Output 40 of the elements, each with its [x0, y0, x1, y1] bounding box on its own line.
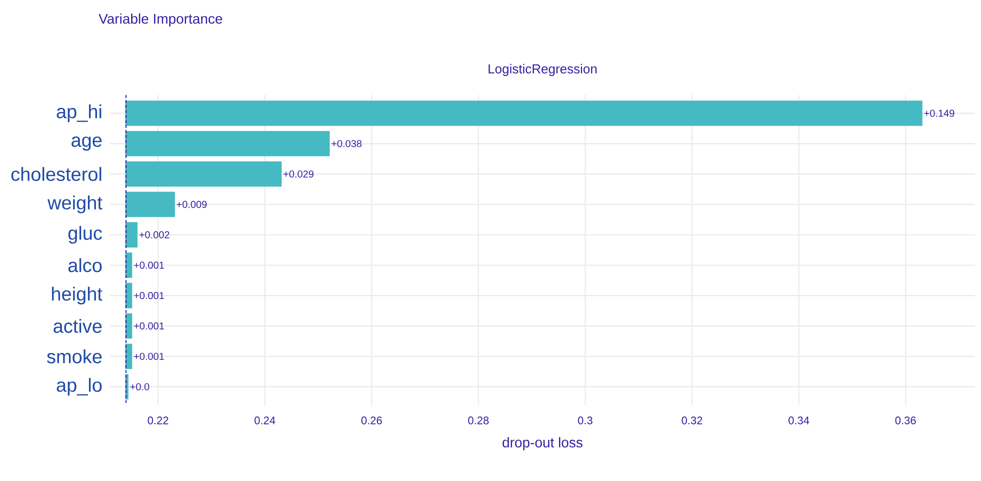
data-label: +0.029: [284, 170, 314, 178]
y-tick-label: cholesterol: [11, 167, 102, 181]
x-tick-label: 0.34: [788, 416, 810, 424]
y-tick-label: smoke: [47, 349, 102, 364]
bar: [125, 313, 132, 339]
data-label: +0.009: [176, 200, 207, 208]
data-label: +0.001: [134, 352, 164, 360]
x-tick-label: 0.28: [468, 416, 489, 424]
bar: [125, 130, 330, 156]
data-label: +0.001: [134, 322, 164, 330]
y-tick-label: ap_hi: [56, 104, 102, 122]
y-tick-label: active: [54, 318, 102, 333]
data-label: +0.002: [139, 231, 170, 238]
bar: [125, 252, 132, 278]
x-axis-title: drop-out loss: [502, 437, 582, 450]
chart-subtitle: LogisticRegression: [488, 64, 597, 76]
y-tick-label: gluc: [68, 226, 102, 244]
bar: [125, 344, 132, 370]
data-label: +0.001: [134, 292, 164, 300]
x-tick-label: 0.32: [682, 416, 702, 424]
bar: [125, 192, 175, 218]
data-label: +0.149: [924, 110, 954, 117]
y-tick-label: age: [72, 136, 102, 151]
bar: [125, 100, 922, 126]
bar: [125, 161, 282, 187]
chart-title: Variable Importance: [98, 13, 222, 27]
x-tick-label: 0.22: [148, 416, 168, 424]
data-label: +0.038: [332, 140, 362, 148]
y-tick-label: height: [52, 286, 102, 304]
data-label: +0.0: [130, 383, 150, 390]
data-label: +0.001: [134, 262, 164, 269]
y-tick-label: alco: [68, 258, 102, 272]
y-tick-label: ap_lo: [56, 378, 102, 396]
x-tick-label: 0.24: [254, 416, 276, 424]
bar: [125, 222, 138, 248]
bar: [125, 282, 132, 308]
y-tick-label: weight: [48, 196, 102, 214]
x-tick-label: 0.36: [895, 416, 916, 424]
x-tick-label: 0.26: [361, 416, 382, 424]
x-tick-label: 0.3: [578, 416, 592, 424]
